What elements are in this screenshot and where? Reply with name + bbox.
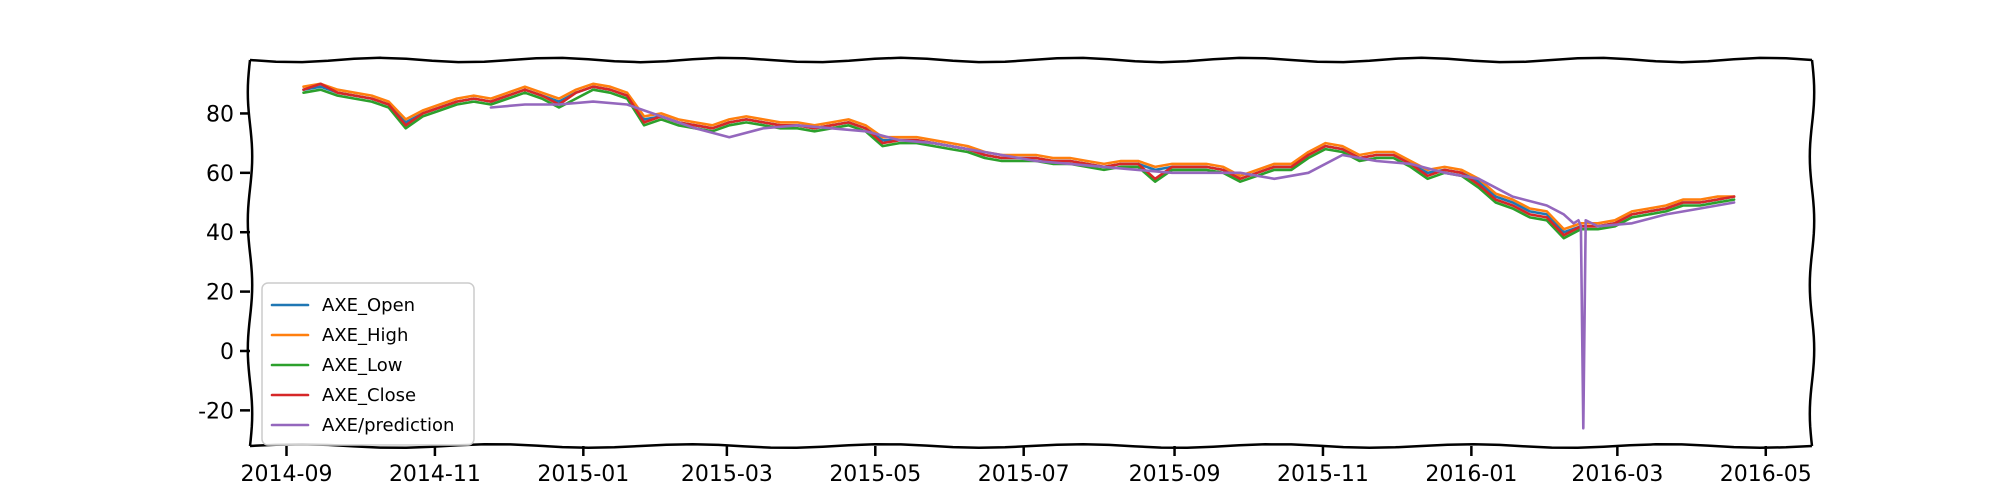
x-tick-label: 2016-01 xyxy=(1425,462,1517,487)
x-tick-label: 2015-05 xyxy=(829,462,921,487)
x-tick-label: 2015-07 xyxy=(978,462,1070,487)
series-line-axe-prediction xyxy=(489,100,1736,430)
legend-label: AXE_Open xyxy=(322,295,415,316)
y-tick-label: 20 xyxy=(206,281,234,306)
y-tick-label: 0 xyxy=(220,340,234,365)
x-tick-label: 2015-01 xyxy=(537,462,629,487)
legend: AXE_Open AXE_High AXE_Low AXE_Close AXE/pred… xyxy=(261,282,475,446)
x-axis: 2014-09 2014-11 2015-01 2015-03 2015-05 2015-… xyxy=(241,446,1812,487)
y-tick-label: 80 xyxy=(206,102,234,127)
legend-label: AXE_High xyxy=(322,325,408,346)
x-tick-label: 2015-03 xyxy=(681,462,773,487)
x-tick-label: 2016-05 xyxy=(1720,462,1812,487)
x-tick-label: 2016-03 xyxy=(1571,462,1663,487)
y-axis: -20 0 20 40 60 80 xyxy=(198,102,250,424)
x-tick-label: 2014-09 xyxy=(241,462,333,487)
y-tick-label: -20 xyxy=(198,399,234,424)
legend-label: AXE/prediction xyxy=(322,415,454,436)
legend-label: AXE_Low xyxy=(322,355,402,376)
x-tick-label: 2014-11 xyxy=(389,462,481,487)
legend-label: AXE_Close xyxy=(322,385,416,406)
plot-frame xyxy=(246,56,1816,450)
x-tick-label: 2015-09 xyxy=(1129,462,1221,487)
series-line-axe-high xyxy=(302,82,1736,231)
series-lines xyxy=(302,82,1736,430)
series-line-axe-low xyxy=(302,88,1736,240)
y-tick-label: 60 xyxy=(206,162,234,187)
legend-box xyxy=(261,282,475,446)
x-tick-label: 2015-11 xyxy=(1277,462,1369,487)
y-tick-label: 40 xyxy=(206,221,234,246)
